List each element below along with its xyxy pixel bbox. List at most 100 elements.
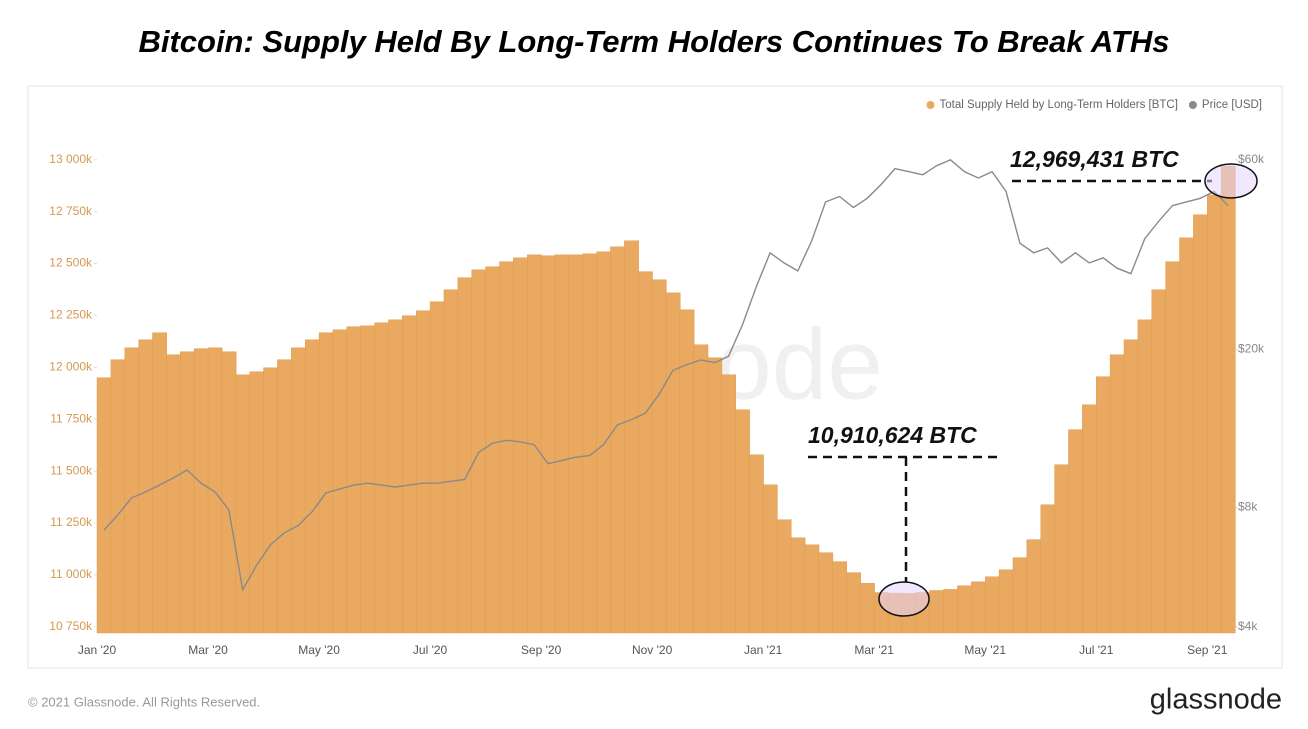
bar bbox=[235, 374, 251, 634]
bar bbox=[166, 354, 181, 634]
bar bbox=[193, 348, 209, 634]
bar bbox=[96, 377, 112, 634]
bar bbox=[415, 310, 431, 634]
bar bbox=[277, 359, 292, 634]
bar bbox=[582, 253, 598, 634]
x-tick-label: Jul '21 bbox=[1079, 643, 1114, 657]
bar bbox=[180, 351, 195, 634]
bar bbox=[471, 269, 487, 634]
bar bbox=[638, 271, 653, 634]
brand-logo: glassnode bbox=[1150, 684, 1282, 716]
bar bbox=[776, 519, 792, 634]
bar bbox=[749, 454, 764, 634]
bar bbox=[735, 409, 750, 634]
y-tick-label: 12 750k bbox=[49, 204, 93, 218]
legend-swatch bbox=[1188, 101, 1197, 109]
x-tick-label: Sep '20 bbox=[521, 643, 562, 657]
bar bbox=[860, 582, 875, 634]
y-tick-label: 10 750k bbox=[49, 619, 93, 633]
bar bbox=[485, 266, 501, 634]
bar bbox=[832, 561, 848, 634]
bar bbox=[624, 240, 639, 634]
bar bbox=[596, 251, 612, 634]
bar bbox=[1123, 339, 1139, 634]
bar bbox=[332, 329, 348, 634]
bar bbox=[1207, 194, 1222, 634]
bar bbox=[1109, 354, 1125, 634]
bar bbox=[540, 255, 556, 634]
bar bbox=[943, 589, 959, 634]
footer: © 2021 Glassnode. All Rights Reserved. bbox=[28, 694, 260, 709]
bar bbox=[346, 326, 362, 634]
y-tick-label: 11 750k bbox=[50, 411, 93, 425]
bar bbox=[1137, 319, 1153, 634]
bar bbox=[249, 371, 265, 634]
bar bbox=[388, 319, 403, 634]
bar bbox=[304, 339, 320, 634]
x-tick-label: Sep '21 bbox=[1187, 643, 1228, 657]
legend-label: Total Supply Held by Long-Term Holders [… bbox=[940, 99, 1178, 111]
x-tick-label: Jan '21 bbox=[744, 643, 783, 657]
bar bbox=[610, 246, 625, 634]
bar bbox=[1068, 429, 1083, 634]
bar bbox=[762, 484, 778, 634]
y-tick-label: 11 250k bbox=[50, 515, 93, 529]
bar bbox=[429, 301, 445, 634]
bar bbox=[124, 347, 140, 634]
bar bbox=[679, 309, 695, 634]
y2-tick-label: $8k bbox=[1238, 499, 1258, 513]
price-line bbox=[103, 158, 1229, 592]
annotations: 12,969,431 BTC 10,910,624 BTC bbox=[808, 146, 1258, 617]
bar bbox=[721, 374, 736, 634]
bar bbox=[1165, 261, 1181, 634]
x-tick-label: Mar '20 bbox=[188, 643, 228, 657]
legend-swatch bbox=[926, 101, 935, 109]
x-tick-label: May '20 bbox=[298, 643, 340, 657]
bar bbox=[1179, 237, 1194, 634]
y2-tick-label: $20k bbox=[1238, 341, 1265, 355]
y-tick-label: 11 500k bbox=[50, 463, 93, 477]
legend-label: Price [USD] bbox=[1202, 99, 1262, 111]
bar bbox=[110, 359, 126, 634]
y-tick-label: 12 250k bbox=[49, 308, 93, 322]
x-tick-label: Mar '21 bbox=[854, 643, 894, 657]
y2-tick-label: $60k bbox=[1238, 152, 1265, 166]
bar bbox=[1054, 464, 1070, 634]
bar bbox=[360, 325, 376, 634]
bar bbox=[499, 261, 514, 634]
bar bbox=[693, 344, 709, 634]
y-tick-label: 12 500k bbox=[49, 256, 93, 270]
bar bbox=[568, 254, 584, 634]
annotation: 10,910,624 BTC bbox=[808, 422, 977, 448]
bar bbox=[263, 367, 279, 634]
chart-title: Bitcoin: Supply Held By Long-Term Holder… bbox=[138, 24, 1169, 59]
bar bbox=[984, 576, 1000, 634]
bar bbox=[513, 257, 528, 634]
bar bbox=[1012, 557, 1028, 634]
bar bbox=[457, 277, 473, 634]
y-tick-label: 12 000k bbox=[49, 359, 93, 373]
bar bbox=[665, 292, 681, 634]
bar bbox=[443, 289, 459, 634]
bar bbox=[374, 322, 390, 634]
bar bbox=[402, 315, 417, 634]
bar bbox=[221, 351, 237, 634]
x-tick-label: Jul '20 bbox=[413, 643, 448, 657]
x-tick-label: Jan '20 bbox=[78, 643, 117, 657]
bar bbox=[971, 581, 986, 634]
x-tick-label: May '21 bbox=[964, 643, 1006, 657]
bar bbox=[1096, 376, 1111, 634]
bar bbox=[846, 572, 861, 634]
bar bbox=[957, 585, 972, 634]
bar bbox=[554, 254, 570, 634]
plot: 10 750k 11 000k 11 250k 11 500k 11 750k 12 00… bbox=[49, 99, 1265, 657]
bar bbox=[790, 537, 806, 634]
bar bbox=[651, 279, 667, 634]
bar bbox=[998, 569, 1014, 634]
bar bbox=[1040, 504, 1056, 634]
annotation: 12,969,431 BTC bbox=[1010, 146, 1179, 172]
bar bbox=[1220, 165, 1236, 634]
bar bbox=[138, 339, 154, 634]
bar bbox=[291, 347, 306, 634]
